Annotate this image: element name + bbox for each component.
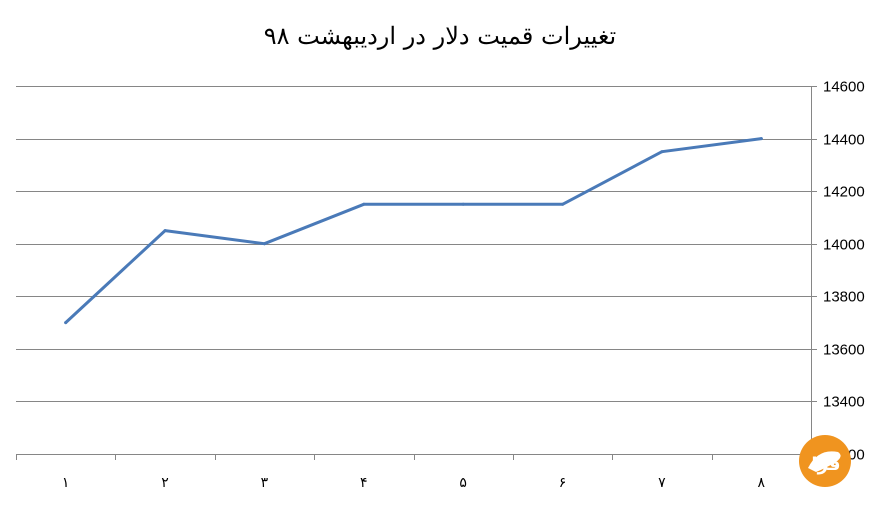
- x-tick-label: ۵: [459, 475, 467, 491]
- series-line: [64, 137, 763, 325]
- y-tick-label: 13800: [823, 289, 865, 306]
- logo-text: فرا: [811, 454, 840, 475]
- y-tick-label: 14000: [823, 237, 865, 254]
- data-point: [461, 202, 465, 206]
- logo-mark: [808, 451, 841, 472]
- y-tick-label: 13400: [823, 394, 865, 411]
- x-tick-label: ۸: [758, 475, 766, 491]
- x-tick-label: ۱: [62, 475, 70, 491]
- faradars-logo-icon: فرا: [799, 435, 851, 487]
- chart-title: تغییرات قمیت دلار در اردیبهشت ۹۸: [264, 22, 616, 50]
- axes: [16, 86, 817, 460]
- data-point: [561, 202, 565, 206]
- x-tick-label: ۳: [261, 475, 269, 491]
- x-tick-label: ۶: [559, 475, 567, 491]
- y-tick-label: 14600: [823, 79, 865, 96]
- data-point: [64, 321, 68, 325]
- data-point: [759, 137, 763, 141]
- y-tick-label: 14200: [823, 184, 865, 201]
- data-point: [262, 242, 266, 246]
- x-axis-tick-labels: ۱ ۲ ۳ ۴ ۵ ۶ ۷ ۸: [62, 475, 766, 491]
- data-point: [163, 229, 167, 233]
- x-tick-label: ۴: [360, 475, 368, 491]
- y-tick-label: 13600: [823, 342, 865, 359]
- data-point: [362, 202, 366, 206]
- x-tick-label: ۷: [658, 475, 666, 491]
- y-tick-label: 14400: [823, 132, 865, 149]
- series: [64, 137, 763, 325]
- y-axis-tick-labels: 1320013400136001380014000142001440014600: [823, 79, 865, 464]
- x-tick-label: ۲: [161, 475, 169, 491]
- gridlines: [16, 86, 817, 402]
- data-point: [660, 150, 664, 154]
